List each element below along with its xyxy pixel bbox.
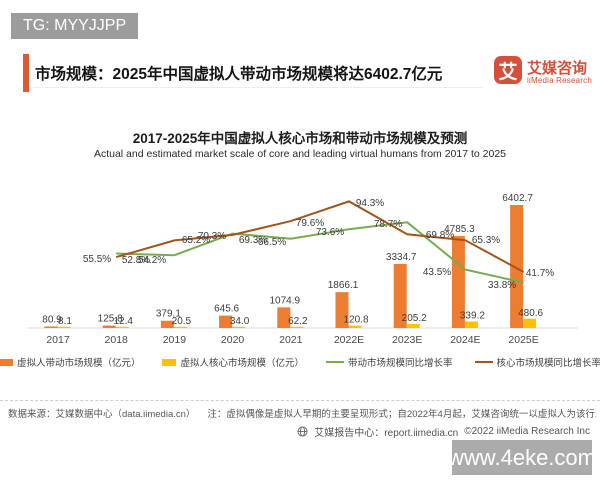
svg-text:78.7%: 78.7% — [374, 219, 402, 230]
svg-text:480.6: 480.6 — [518, 308, 543, 319]
legend-label: 虚拟人核心市场规模（亿元） — [180, 358, 304, 369]
svg-text:2024E: 2024E — [450, 334, 480, 346]
legend-item-core-market: 虚拟人核心市场规模（亿元） — [162, 355, 304, 369]
copyright-text: ©2022 iiMedia Research Inc — [464, 426, 590, 437]
chart-title: 2017-2025年中国虚拟人核心市场和带动市场规模及预测 — [132, 131, 468, 146]
svg-text:2020: 2020 — [221, 334, 245, 346]
note-text: 注：虚拟偶像是虚拟人早期的主要呈现形式；自2022年4月起，艾媒咨询统一以虚拟人… — [207, 409, 596, 420]
core-growth-line-icon — [474, 361, 493, 363]
bars — [44, 205, 537, 328]
brand-subname: iiMedia Research — [527, 76, 593, 85]
svg-text:125.8: 125.8 — [98, 314, 123, 325]
svg-text:1866.1: 1866.1 — [328, 280, 359, 291]
title-accent-bar — [23, 54, 29, 92]
bar-value-labels: 80.98.1 125.812.4 379.120.5 645.634.0 1074.9… — [42, 193, 543, 327]
svg-text:66.5%: 66.5% — [258, 237, 286, 248]
report-center-text: 艾媒报告中心：report.iimedia.cn — [314, 428, 459, 439]
footer-note: 数据来源：艾媒数据中心（data.iimedia.cn） 注：虚拟偶像是虚拟人早… — [8, 406, 596, 420]
svg-text:43.5%: 43.5% — [423, 267, 451, 278]
svg-text:69.8%: 69.8% — [426, 230, 454, 241]
legend-item-lead-market: 虚拟人带动市场规模（亿元） — [0, 355, 140, 369]
page-title: 市场规模：2025年中国虚拟人带动市场规模将达6402.7亿元 — [35, 66, 443, 83]
growth-lines — [115, 200, 525, 284]
svg-text:54.2%: 54.2% — [138, 255, 166, 266]
legend-label: 核心市场规模同比增长率 — [496, 358, 600, 369]
svg-text:1074.9: 1074.9 — [270, 295, 301, 306]
growth-rate-labels: 55.5% 54.2% 70.3% 66.5% 73.6% 78.7% 43.5% 33.8%… — [83, 198, 554, 291]
tg-watermark-badge: TG: MYYJJPP — [11, 13, 139, 39]
svg-text:62.2: 62.2 — [288, 316, 308, 327]
svg-text:120.8: 120.8 — [343, 315, 368, 326]
chart-legend: 虚拟人带动市场规模（亿元） 虚拟人核心市场规模（亿元） 带动市场规模同比增长率 … — [0, 355, 600, 369]
legend-label: 带动市场规模同比增长率 — [348, 358, 453, 369]
svg-text:34.0: 34.0 — [230, 316, 250, 327]
svg-text:2022E: 2022E — [334, 334, 364, 346]
svg-text:69.3%: 69.3% — [239, 235, 267, 246]
svg-text:8.1: 8.1 — [58, 316, 72, 327]
svg-text:6402.7: 6402.7 — [502, 193, 533, 204]
lead-market-swatch-icon — [0, 358, 13, 366]
svg-text:70.3%: 70.3% — [198, 231, 226, 242]
svg-text:12.4: 12.4 — [113, 316, 133, 327]
data-source-text: 数据来源：艾媒数据中心（data.iimedia.cn） — [8, 409, 196, 420]
svg-text:2021: 2021 — [279, 334, 303, 346]
header-divider — [33, 87, 483, 88]
svg-text:205.2: 205.2 — [402, 313, 427, 324]
footer-report-line: 艾媒报告中心：report.iimedia.cn ©2022 iiMedia R… — [297, 424, 590, 439]
svg-text:20.5: 20.5 — [172, 316, 192, 327]
legend-label: 虚拟人带动市场规模（亿元） — [16, 358, 141, 369]
svg-text:2017: 2017 — [46, 334, 70, 346]
brand-name: 艾媒咨询 — [527, 60, 588, 77]
svg-text:339.2: 339.2 — [460, 310, 485, 321]
svg-text:41.7%: 41.7% — [526, 268, 554, 279]
globe-icon — [297, 426, 308, 437]
svg-text:2025E: 2025E — [508, 334, 538, 346]
svg-text:2019: 2019 — [163, 334, 187, 346]
core-market-swatch-icon — [162, 358, 177, 366]
svg-text:73.6%: 73.6% — [316, 227, 344, 238]
x-axis-labels: 2017 2018 2019 2020 2021 2022E 2023E 2024E 2025E — [46, 334, 538, 346]
legend-item-lead-growth: 带动市场规模同比增长率 — [326, 355, 453, 369]
svg-text:94.3%: 94.3% — [356, 198, 384, 209]
svg-text:2023E: 2023E — [392, 334, 422, 346]
svg-text:645.6: 645.6 — [214, 304, 239, 315]
footer-divider — [0, 400, 600, 401]
chart-subtitle: Actual and estimated market scale of cor… — [93, 148, 507, 160]
lead-growth-line-icon — [326, 361, 344, 363]
svg-text:65.2%: 65.2% — [182, 235, 210, 246]
iimedia-logo-icon: 艾 — [494, 56, 522, 84]
svg-text:33.8%: 33.8% — [488, 280, 516, 291]
site-watermark: www.4eke.com — [448, 440, 596, 475]
svg-text:55.5%: 55.5% — [83, 254, 111, 265]
svg-text:80.9: 80.9 — [42, 314, 62, 325]
svg-text:52.8%: 52.8% — [122, 255, 150, 266]
svg-text:379.1: 379.1 — [156, 309, 181, 320]
svg-text:79.6%: 79.6% — [296, 218, 324, 229]
svg-text:4785.3: 4785.3 — [444, 224, 475, 235]
legend-item-core-growth: 核心市场规模同比增长率 — [474, 355, 600, 369]
svg-text:65.3%: 65.3% — [472, 235, 500, 246]
svg-text:2018: 2018 — [105, 334, 129, 346]
svg-text:3334.7: 3334.7 — [386, 252, 417, 263]
